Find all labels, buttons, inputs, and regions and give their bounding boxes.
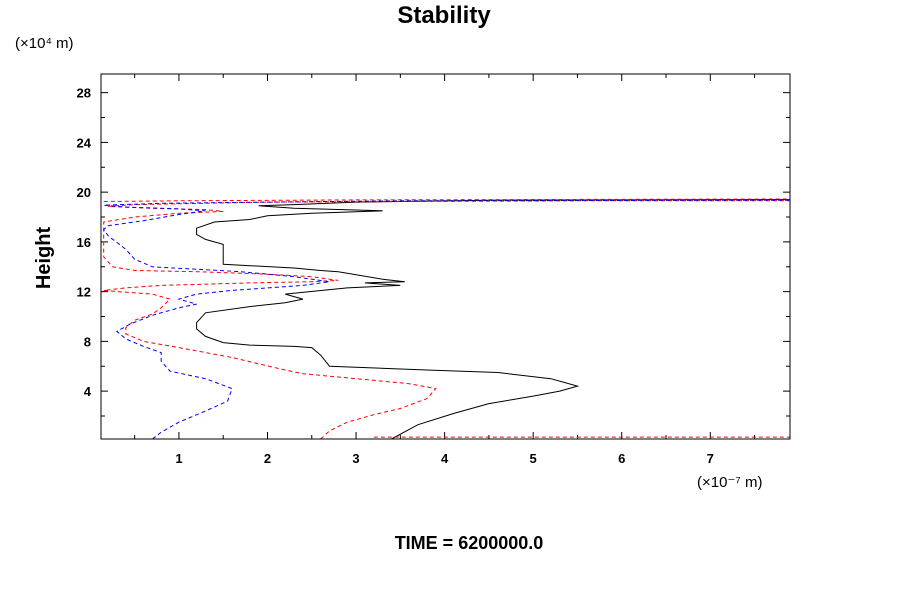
x-unit-label: (×10⁻⁷ m) bbox=[697, 474, 762, 491]
y-tick-label: 12 bbox=[77, 285, 91, 300]
series-line-blue-dashed bbox=[103, 199, 790, 439]
x-tick-label: 3 bbox=[352, 451, 359, 466]
plot-frame bbox=[100, 73, 791, 440]
series-line-red-dashed-inner bbox=[103, 200, 790, 439]
y-tick-label: 20 bbox=[77, 185, 91, 200]
series-line-black-solid bbox=[196, 199, 790, 439]
x-tick-label: 4 bbox=[441, 451, 449, 466]
x-tick-label: 5 bbox=[530, 451, 537, 466]
x-tick-label: 1 bbox=[175, 451, 182, 466]
series-group bbox=[103, 198, 790, 439]
x-tick-label: 2 bbox=[264, 451, 271, 466]
x-tick-label: 6 bbox=[618, 451, 625, 466]
y-unit-label: (×10⁴ m) bbox=[15, 35, 74, 52]
x-tick-label: 7 bbox=[707, 451, 714, 466]
series-line-red-dashed-upper bbox=[103, 198, 790, 202]
y-tick-label: 4 bbox=[84, 384, 92, 399]
y-tick-label: 28 bbox=[77, 86, 91, 101]
y-tick-label: 24 bbox=[77, 135, 92, 150]
y-tick-label: 8 bbox=[84, 334, 91, 349]
chart-title: Stability bbox=[397, 2, 491, 29]
y-axis-label: Height bbox=[33, 227, 55, 290]
y-tick-label: 16 bbox=[77, 235, 91, 250]
time-footer: TIME = 6200000.0 bbox=[395, 533, 544, 553]
